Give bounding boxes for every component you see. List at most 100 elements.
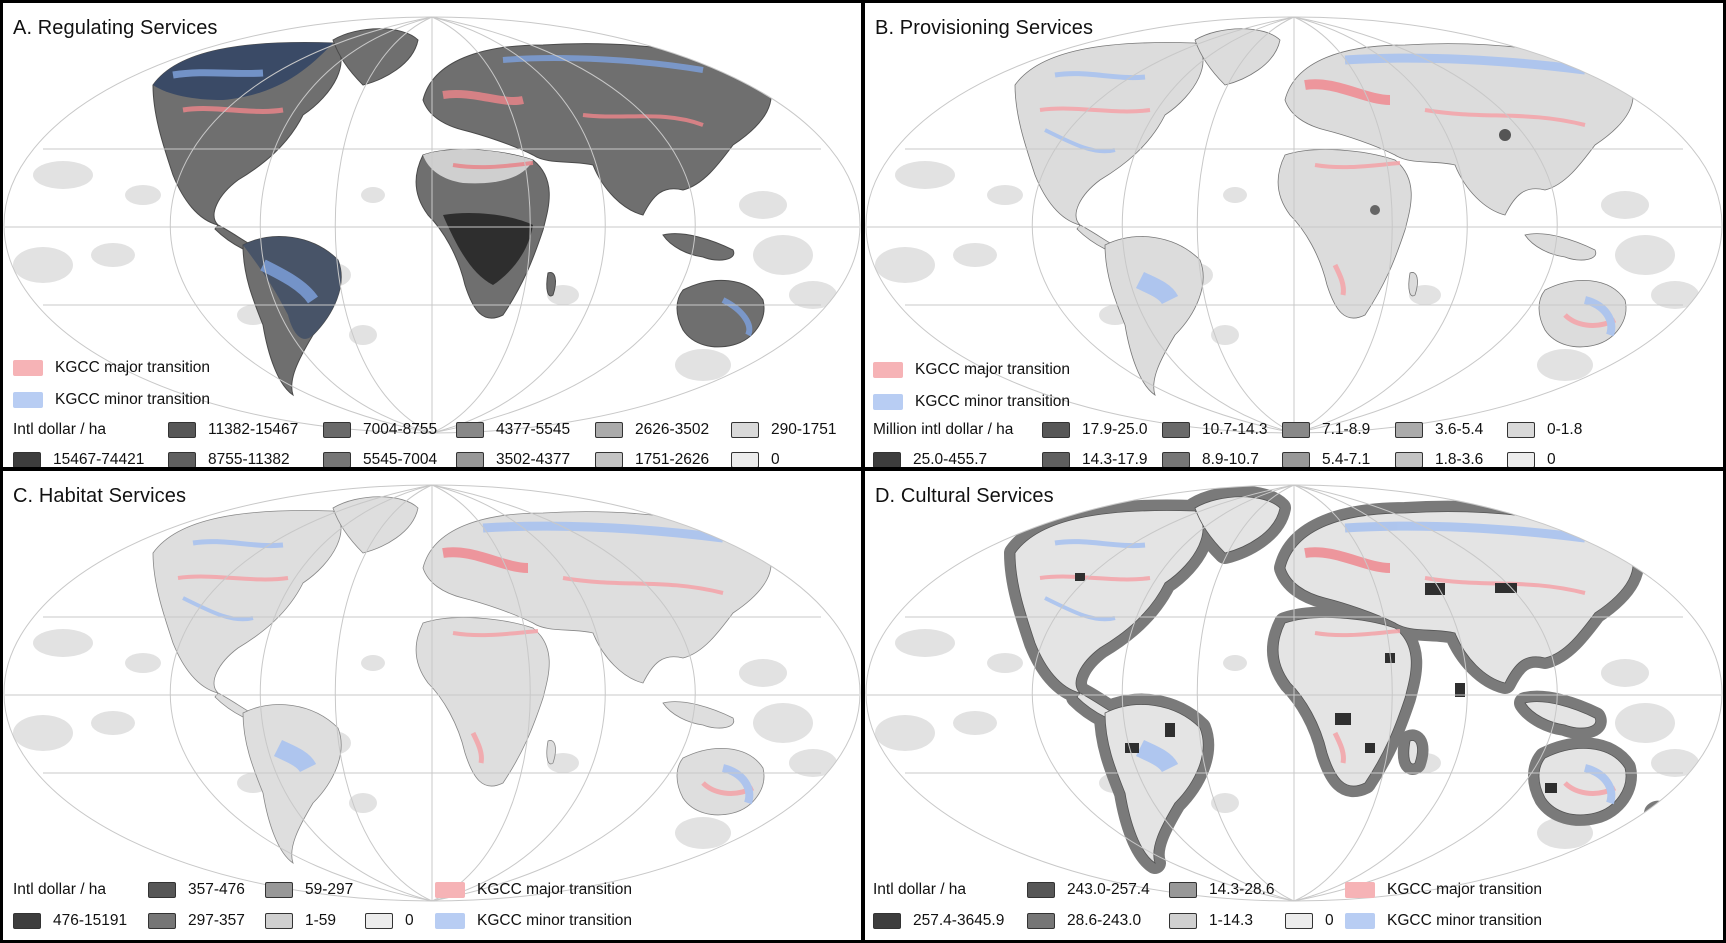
legend-bin: 1751-2626 xyxy=(595,451,709,467)
legend-bin: 1.8-3.6 xyxy=(1395,451,1484,468)
minor-swatch xyxy=(13,392,43,408)
legend-swatch xyxy=(148,913,176,929)
legend-major-label: KGCC major transition xyxy=(915,361,1071,378)
legend-bin-label: 3.6-5.4 xyxy=(1435,421,1484,438)
legend-bin: 3.6-5.4 xyxy=(1395,421,1483,439)
legend-minor-label: KGCC minor transition xyxy=(477,912,633,929)
legend-bin-label: 5545-7004 xyxy=(363,451,438,468)
minor-swatch xyxy=(873,394,903,410)
legend-major-label: KGCC major transition xyxy=(55,359,211,376)
legend-swatch xyxy=(1507,422,1535,438)
legend-bin: 0 xyxy=(1507,451,1556,467)
legend-swatch xyxy=(323,422,351,438)
legend-bin: 14.3-17.9 xyxy=(1042,451,1148,468)
legend-bin-label: 28.6-243.0 xyxy=(1067,912,1142,929)
legend-swatch xyxy=(323,452,351,467)
legend-swatch xyxy=(731,422,759,438)
panel-regulating: A. Regulating Services KGCC major transi… xyxy=(0,0,864,470)
legend-bin: 243.0-257.4 xyxy=(1027,881,1150,899)
legend-bin: 5545-7004 xyxy=(323,451,438,468)
legend-swatch xyxy=(1169,882,1197,898)
legend-bin: 14.3-28.6 xyxy=(1169,881,1275,899)
major-swatch xyxy=(873,362,903,378)
legend-swatch xyxy=(595,452,623,467)
legend-bin: 59-297 xyxy=(265,881,353,899)
legend-swatch xyxy=(1395,422,1423,438)
panel-habitat: C. Habitat Services Intl dollar / ha 476… xyxy=(0,468,864,943)
legend-minor-label: KGCC minor transition xyxy=(1387,912,1543,929)
legend-bin-label: 0-1.8 xyxy=(1547,421,1583,438)
legend-swatch xyxy=(1042,422,1070,438)
legend-swatch xyxy=(1169,913,1197,929)
legend-bin-label: 243.0-257.4 xyxy=(1067,881,1150,898)
legend-bin: 357-476 xyxy=(148,881,245,899)
legend-swatch xyxy=(873,452,901,467)
map-provisioning xyxy=(865,16,1723,434)
legend-bin-label: 7.1-8.9 xyxy=(1322,421,1371,438)
legend-bin: 1-59 xyxy=(265,912,336,930)
legend-swatch xyxy=(13,452,41,467)
legend-swatch xyxy=(13,913,41,929)
legend-minor: KGCC minor transition xyxy=(13,391,210,409)
legend-swatch xyxy=(1507,452,1535,467)
legend-unit: Intl dollar / ha xyxy=(13,421,107,438)
legend-bin-label: 5.4-7.1 xyxy=(1322,451,1371,468)
legend-bin: 7.1-8.9 xyxy=(1282,421,1370,439)
legend-bin-label: 4377-5545 xyxy=(496,421,571,438)
legend-swatch xyxy=(148,882,176,898)
legend-bin-label: 25.0-455.7 xyxy=(913,451,988,468)
legend-bin: 0 xyxy=(1285,912,1334,930)
legend-major: KGCC major transition xyxy=(1345,881,1542,899)
major-swatch xyxy=(1345,882,1375,898)
panel-title: A. Regulating Services xyxy=(13,17,218,39)
legend-bin-label: 15467-74421 xyxy=(53,451,145,468)
minor-swatch xyxy=(435,913,465,929)
panel-title: D. Cultural Services xyxy=(875,485,1054,507)
legend-bin: 297-357 xyxy=(148,912,245,930)
legend-bin: 11382-15467 xyxy=(168,421,298,439)
legend-bin-label: 14.3-17.9 xyxy=(1082,451,1148,468)
legend-bin: 4377-5545 xyxy=(456,421,570,439)
legend-swatch xyxy=(168,422,196,438)
legend-swatch xyxy=(456,452,484,467)
legend-bin: 17.9-25.0 xyxy=(1042,421,1148,439)
legend-bin-label: 14.3-28.6 xyxy=(1209,881,1275,898)
legend-swatch xyxy=(1282,452,1310,467)
legend-bin-label: 257.4-3645.9 xyxy=(913,912,1005,929)
legend-major-label: KGCC major transition xyxy=(1387,881,1543,898)
legend-swatch xyxy=(731,452,759,467)
major-swatch xyxy=(435,882,465,898)
legend-minor: KGCC minor transition xyxy=(435,912,632,930)
legend-swatch xyxy=(265,882,293,898)
legend-bin: 0-1.8 xyxy=(1507,421,1582,439)
legend-major: KGCC major transition xyxy=(873,361,1070,379)
panel-title: C. Habitat Services xyxy=(13,485,187,507)
legend-bin-label: 17.9-25.0 xyxy=(1082,421,1148,438)
legend-bin: 8.9-10.7 xyxy=(1162,451,1259,468)
legend-bin-label: 476-15191 xyxy=(53,912,128,929)
legend-bin: 7004-8755 xyxy=(323,421,437,439)
map-cultural xyxy=(865,484,1723,902)
minor-swatch xyxy=(1345,913,1375,929)
legend-bin: 3502-4377 xyxy=(456,451,571,468)
legend-swatch xyxy=(1282,422,1310,438)
legend-bin: 5.4-7.1 xyxy=(1282,451,1371,468)
legend-swatch xyxy=(1285,913,1313,929)
legend-bin-label: 290-1751 xyxy=(771,421,837,438)
legend-swatch xyxy=(1027,882,1055,898)
legend-swatch xyxy=(265,913,293,929)
legend-swatch xyxy=(873,913,901,929)
legend-bin-label: 3502-4377 xyxy=(496,451,571,468)
legend-swatch xyxy=(1027,913,1055,929)
legend-bin-label: 8755-11382 xyxy=(208,451,290,468)
legend-swatch xyxy=(365,913,393,929)
legend-minor: KGCC minor transition xyxy=(873,393,1070,411)
legend-bin-label: 1-59 xyxy=(305,912,337,929)
legend-bin-label: 2626-3502 xyxy=(635,421,710,438)
legend-bin-label: 0 xyxy=(405,912,414,929)
legend-bin-label: 1.8-3.6 xyxy=(1435,451,1484,468)
legend-bin-label: 8.9-10.7 xyxy=(1202,451,1259,468)
panel-cultural: D. Cultural Services Intl dollar / ha 25… xyxy=(862,468,1726,943)
panel-provisioning: B. Provisioning Services KGCC major tran… xyxy=(862,0,1726,470)
legend-unit: Intl dollar / ha xyxy=(13,881,107,898)
